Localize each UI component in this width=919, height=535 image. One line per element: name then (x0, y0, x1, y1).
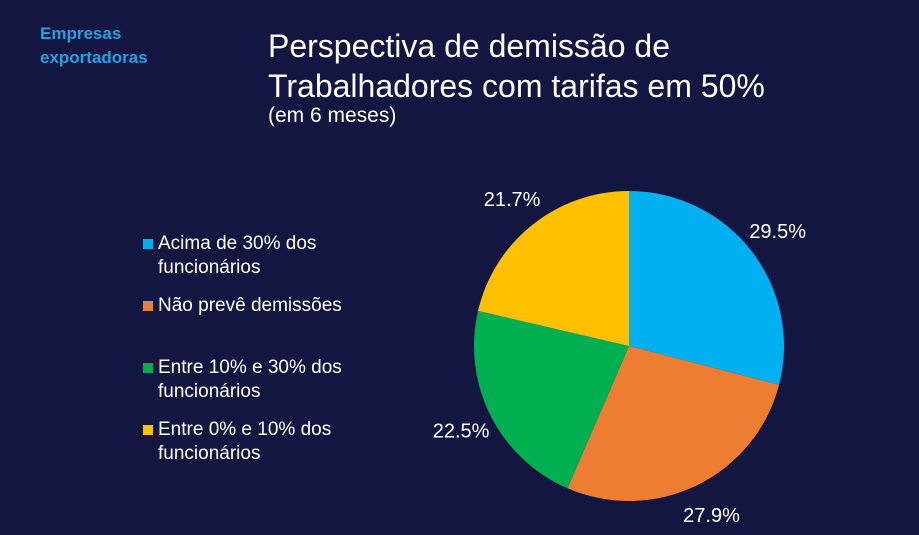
legend-swatch (143, 363, 153, 373)
data-label: 29.5% (749, 221, 806, 243)
legend-swatch (143, 239, 153, 249)
legend-item: Acima de 30% dos funcionários (143, 232, 403, 280)
data-label: 27.9% (683, 505, 740, 527)
legend-label: Entre 10% e 30% dos funcionários (158, 357, 342, 402)
legend-label: Não prevê demissões (158, 295, 342, 316)
data-label: 22.5% (433, 421, 490, 443)
data-label: 21.7% (484, 189, 541, 211)
chart-title: Perspectiva de demissão de Trabalhadores… (268, 28, 765, 104)
legend-swatch (143, 301, 153, 311)
legend-item: Entre 0% e 10% dos funcionários (143, 418, 403, 466)
pie-slice (567, 346, 780, 501)
legend-item: Não prevê demissões (143, 294, 403, 318)
pie-slice (478, 191, 629, 346)
legend-item: Entre 10% e 30% dos funcionários (143, 356, 403, 404)
legend-label: Acima de 30% dos funcionários (158, 233, 317, 278)
legend-swatch (143, 425, 153, 435)
company-group-tag: Empresas exportadoras (40, 24, 148, 67)
pie-slice (474, 310, 629, 489)
chart-subtitle: (em 6 meses) (268, 104, 397, 127)
legend-label: Entre 0% e 10% dos funcionários (158, 419, 332, 464)
pie-slice (629, 191, 784, 385)
